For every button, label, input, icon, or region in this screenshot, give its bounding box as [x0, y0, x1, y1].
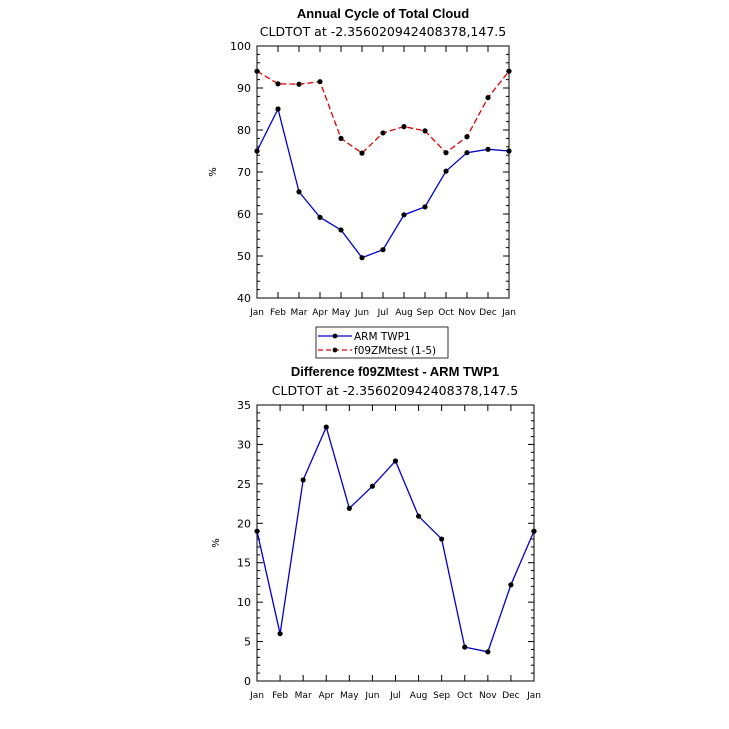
panel-difference: Difference f09ZMtest - ARM TWP1 CLDTOT a…	[211, 364, 541, 701]
series-point	[369, 483, 376, 489]
y-tick-label: 80	[237, 124, 251, 137]
y-axis-label: %	[208, 167, 219, 177]
panel-annual-cycle: Annual Cycle of Total Cloud CLDTOT at -2…	[208, 6, 516, 359]
series-point	[317, 214, 323, 220]
series-point	[439, 536, 445, 542]
x-tick-label: Sep	[417, 308, 434, 318]
x-tick-label: Jun	[364, 691, 379, 701]
series-point	[485, 95, 491, 101]
x-tick-label: Aug	[410, 691, 428, 701]
series-point	[338, 227, 344, 233]
series-point	[531, 528, 537, 534]
series-point	[392, 458, 399, 464]
y-tick-label: 25	[237, 478, 251, 491]
legend-marker-arm	[332, 333, 338, 339]
x-tick-label: Dec	[502, 691, 519, 701]
x-tick-label: May	[332, 308, 351, 318]
chart-title: Annual Cycle of Total Cloud	[297, 6, 469, 21]
series-point	[323, 424, 329, 430]
legend-label-model: f09ZMtest (1-5)	[354, 345, 436, 357]
series-point	[422, 204, 428, 210]
legend-box	[315, 326, 449, 359]
series-point	[254, 148, 260, 154]
y-tick-label: 100	[230, 40, 251, 53]
series-point	[506, 68, 512, 74]
x-tick-label: Feb	[272, 691, 288, 701]
y-tick-label: 60	[237, 208, 251, 221]
series-point	[346, 505, 352, 511]
series-point	[462, 644, 468, 650]
series-point	[422, 128, 428, 134]
x-tick-label: Jan	[249, 691, 264, 701]
legend-label-arm: ARM TWP1	[354, 331, 411, 343]
series-point	[401, 212, 407, 218]
y-tick-label: 35	[237, 399, 251, 412]
series-point	[485, 649, 491, 655]
series-point	[296, 189, 302, 195]
chart-subtitle: CLDTOT at -2.356020942408378,147.5	[272, 383, 518, 398]
x-tick-label: Oct	[457, 691, 473, 701]
y-tick-label: 40	[237, 292, 251, 305]
series-point	[380, 130, 386, 136]
series-point	[506, 148, 512, 154]
series-point	[277, 631, 283, 637]
series-point	[275, 81, 281, 87]
x-tick-label: Mar	[295, 691, 312, 701]
series-point	[401, 124, 407, 130]
series-point	[359, 150, 365, 156]
y-tick-label: 90	[237, 82, 251, 95]
x-tick-label: Sep	[433, 691, 450, 701]
series-point	[443, 168, 449, 174]
legend: ARM TWP1 f09ZMtest (1-5)	[315, 326, 449, 359]
series-point	[464, 150, 470, 156]
x-tick-label: Apr	[312, 308, 328, 318]
x-tick-label: Jan	[249, 308, 264, 318]
chart-title: Difference f09ZMtest - ARM TWP1	[291, 364, 499, 379]
y-tick-label: 0	[244, 675, 251, 688]
legend-marker-model	[332, 347, 338, 353]
series-point	[300, 477, 306, 483]
y-tick-label: 10	[237, 596, 251, 609]
series-point	[443, 150, 449, 156]
chart-subtitle: CLDTOT at -2.356020942408378,147.5	[260, 24, 506, 39]
x-tick-label: May	[340, 691, 359, 701]
x-tick-label: Aug	[395, 308, 413, 318]
series-point	[254, 68, 260, 74]
series-point	[296, 81, 302, 87]
y-tick-label: 5	[244, 636, 251, 649]
series-point	[464, 134, 470, 140]
x-tick-label: Apr	[318, 691, 334, 701]
x-tick-label: Nov	[458, 308, 476, 318]
x-tick-label: Oct	[438, 308, 454, 318]
x-tick-label: Dec	[479, 308, 496, 318]
y-tick-label: 20	[237, 517, 251, 530]
y-tick-label: 70	[237, 166, 251, 179]
series-point	[380, 247, 386, 253]
series-point	[254, 528, 260, 534]
y-tick-label: 15	[237, 557, 251, 570]
series-point	[338, 135, 344, 141]
x-tick-label: Jul	[389, 691, 401, 701]
series-line	[256, 70, 510, 154]
series-point	[415, 513, 422, 519]
x-tick-label: Jan	[501, 308, 516, 318]
series-point	[359, 255, 365, 261]
y-tick-label: 50	[237, 250, 251, 263]
series-point	[485, 146, 491, 152]
x-tick-label: Feb	[270, 308, 286, 318]
y-tick-label: 30	[237, 438, 251, 451]
series-point	[508, 582, 514, 588]
x-tick-label: Nov	[479, 691, 497, 701]
x-tick-label: Jun	[354, 308, 369, 318]
series-point	[317, 79, 323, 85]
x-tick-label: Jul	[377, 308, 389, 318]
y-axis-label: %	[211, 538, 222, 548]
x-tick-label: Jan	[526, 691, 541, 701]
x-tick-label: Mar	[291, 308, 308, 318]
series-point	[275, 106, 281, 112]
